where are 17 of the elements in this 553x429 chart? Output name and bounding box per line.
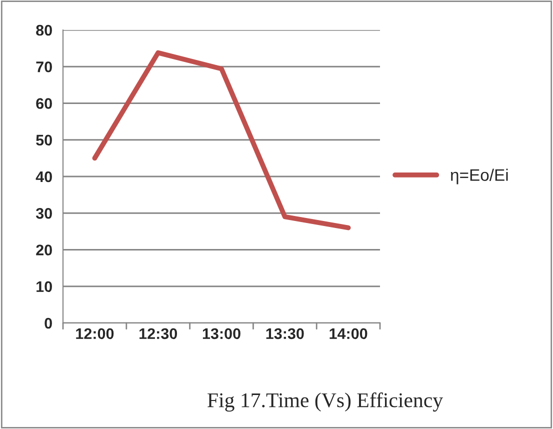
- y-tick-label: 20: [36, 244, 52, 256]
- x-tick-label: 12:30: [140, 328, 178, 340]
- y-tick-label: 40: [36, 171, 52, 182]
- x-tick-label: 13:00: [202, 328, 240, 340]
- x-tick-label: 14:00: [330, 328, 368, 340]
- x-tick-label: 12:00: [76, 328, 114, 340]
- y-tick-label: 10: [36, 281, 52, 292]
- y-tick-label: 50: [36, 134, 52, 146]
- legend-label: η=Eo/Ei: [450, 168, 508, 184]
- line-series: [92, 50, 351, 230]
- y-tick-label: 70: [36, 61, 52, 72]
- x-tick-label: 13:30: [266, 328, 304, 340]
- caption: Fig 17.Time (Vs) Efficiency: [208, 392, 443, 412]
- y-tick-label: 60: [36, 98, 52, 109]
- y-tick-label: 80: [36, 24, 52, 36]
- y-tick-label: 30: [36, 208, 52, 219]
- y-tick-label: 0: [44, 318, 52, 329]
